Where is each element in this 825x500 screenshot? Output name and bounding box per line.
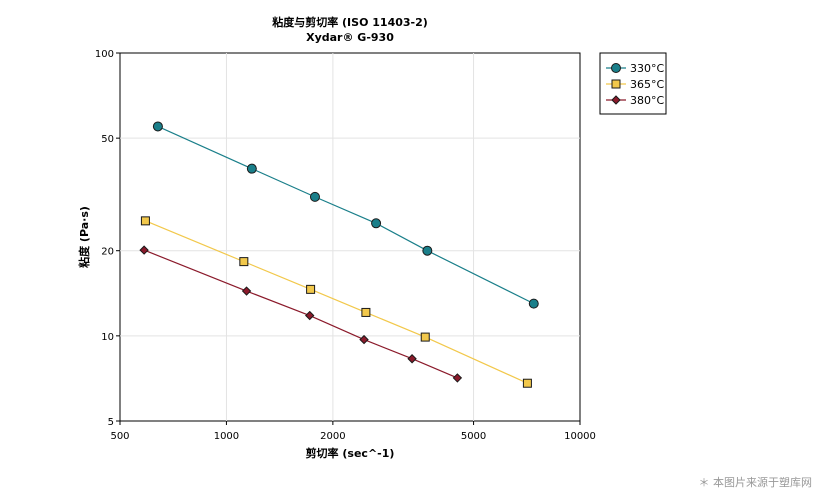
grid-lines [120, 53, 580, 421]
series-2 [139, 245, 463, 383]
plot-area [119, 52, 581, 422]
data-point [306, 284, 316, 294]
legend-marker [611, 95, 621, 105]
series-0 [152, 121, 539, 309]
y-tick-label: 10 [101, 332, 114, 343]
x-tick-label: 5000 [461, 431, 486, 442]
x-tick-label: 1000 [214, 431, 239, 442]
series-line [157, 125, 535, 305]
data-point [305, 310, 315, 321]
data-point [420, 332, 430, 342]
series-layer [139, 121, 539, 388]
legend-marker [611, 79, 621, 89]
data-point [246, 163, 257, 174]
x-tick-label: 500 [110, 431, 129, 442]
axis-ticks: 500 1000 2000 5000 10000 5 10 20 50 100 [95, 49, 596, 442]
legend-label: 365°C [630, 78, 664, 91]
y-tick-label: 100 [95, 49, 114, 60]
legend: 330°C 365°C 380°C [599, 52, 667, 115]
y-tick-label: 20 [101, 247, 114, 258]
legend-marker [611, 63, 621, 73]
data-point [309, 191, 320, 202]
watermark-text: ＊ 本图片来源于塑库网 [699, 475, 813, 489]
series-1 [140, 216, 532, 388]
data-point [140, 216, 150, 226]
data-point [241, 286, 252, 296]
legend-label: 380°C [630, 94, 664, 107]
data-point [422, 245, 433, 256]
legend-label: 330°C [630, 62, 664, 75]
data-point [239, 257, 249, 267]
x-tick-label: 10000 [564, 431, 596, 442]
data-point [407, 354, 417, 364]
data-point [522, 378, 532, 388]
data-point [152, 121, 163, 132]
series-line [145, 220, 528, 384]
chart-title: 粘度与剪切率 (ISO 11403-2) [272, 15, 428, 29]
data-point [359, 334, 369, 345]
y-tick-label: 5 [108, 417, 114, 428]
series-line [143, 249, 458, 379]
y-axis-label: 粘度 (Pa·s) [77, 206, 91, 268]
data-point [452, 373, 463, 383]
data-point [139, 245, 149, 255]
data-point [361, 307, 371, 317]
chart-subtitle: Xydar® G-930 [306, 31, 394, 44]
data-point [371, 218, 382, 229]
data-point [528, 298, 539, 309]
y-tick-label: 50 [101, 134, 114, 145]
x-tick-label: 2000 [320, 431, 345, 442]
x-axis-label: 剪切率 (sec^-1) [306, 446, 395, 460]
